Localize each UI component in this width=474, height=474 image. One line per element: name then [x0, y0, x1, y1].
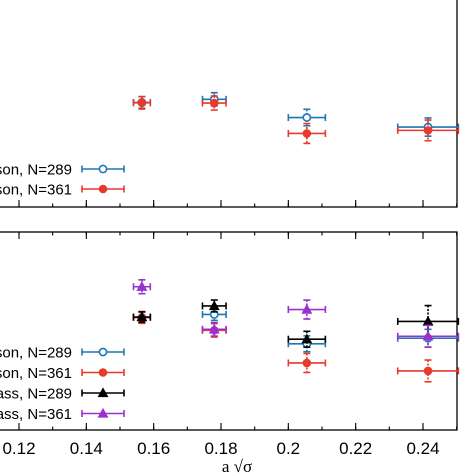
marker-filled-circle	[423, 126, 433, 135]
marker-open-circle	[302, 113, 312, 122]
data-point-top-0-2	[287, 108, 327, 127]
x-axis-label: a √σ	[222, 457, 252, 474]
legend-entry: lson, N=289	[0, 162, 125, 179]
data-point-bottom-2-0	[132, 311, 152, 323]
marker-open-circle	[98, 164, 108, 174]
data-point-top-1-2	[287, 122, 327, 145]
plot-frame-top	[0, 0, 458, 208]
legend-entry: ilson, N=289	[0, 345, 125, 362]
x-tick-label: 0.22	[339, 439, 372, 458]
marker-filled-triangle	[136, 311, 148, 322]
data-point-bottom-3-0	[132, 279, 152, 295]
marker-open-circle	[98, 347, 108, 357]
data-point-bottom-1-3	[396, 359, 460, 383]
x-tick-label: 0.12	[2, 439, 35, 458]
marker-filled-triangle	[301, 303, 313, 314]
marker-filled-triangle	[136, 281, 148, 291]
legend-label: ilson, N=289	[0, 345, 72, 362]
marker-filled-triangle	[208, 323, 220, 334]
legend-label: son, N=361	[0, 182, 72, 199]
legend-entry: ilson, N=361	[0, 365, 125, 382]
marker-filled-triangle	[97, 407, 109, 418]
data-point-bottom-3-2	[287, 299, 327, 320]
legend-entry: nass, N=361	[0, 406, 125, 423]
x-tick-label: 0.18	[204, 439, 237, 458]
x-tick-label: 0.16	[137, 439, 170, 458]
x-tick-label: 0.14	[70, 439, 103, 458]
marker-filled-circle	[137, 98, 147, 108]
data-point-top-1-0	[132, 95, 152, 110]
data-point-bottom-0-1	[201, 307, 227, 322]
legend-label: ilson, N=361	[0, 365, 72, 382]
plot-frame-bottom	[0, 231, 458, 431]
x-tick-label: 0.24	[406, 439, 439, 458]
marker-filled-triangle	[422, 330, 434, 341]
legend-label: nass, N=361	[0, 406, 72, 423]
marker-filled-circle	[209, 98, 219, 108]
data-point-top-1-3	[396, 119, 460, 142]
marker-filled-circle	[302, 129, 312, 138]
legend-label: lson, N=289	[0, 162, 72, 179]
data-point-bottom-2-1	[201, 299, 227, 313]
marker-filled-triangle	[97, 387, 109, 398]
legend-entry: nass, N=289	[0, 386, 125, 403]
data-point-bottom-1-2	[287, 352, 327, 374]
legend-label: nass, N=289	[0, 386, 72, 403]
data-point-bottom-3-1	[201, 321, 227, 337]
data-point-bottom-3-3	[396, 324, 460, 348]
marker-filled-circle	[423, 366, 433, 376]
marker-filled-circle	[98, 368, 108, 377]
marker-filled-triangle	[208, 300, 220, 311]
legend-entry: son, N=361	[0, 182, 125, 199]
marker-filled-circle	[98, 184, 108, 194]
panel-top: lson, N=289 son, N=361	[0, 0, 460, 208]
marker-filled-circle	[302, 358, 312, 368]
marker-filled-triangle	[301, 333, 313, 344]
x-tick-label: 0.2	[277, 439, 301, 458]
data-point-bottom-2-2	[287, 330, 327, 348]
data-point-top-1-1	[201, 95, 227, 111]
panel-bottom: 0.120.140.160.180.20.220.240ilson, N=289…	[0, 231, 460, 458]
